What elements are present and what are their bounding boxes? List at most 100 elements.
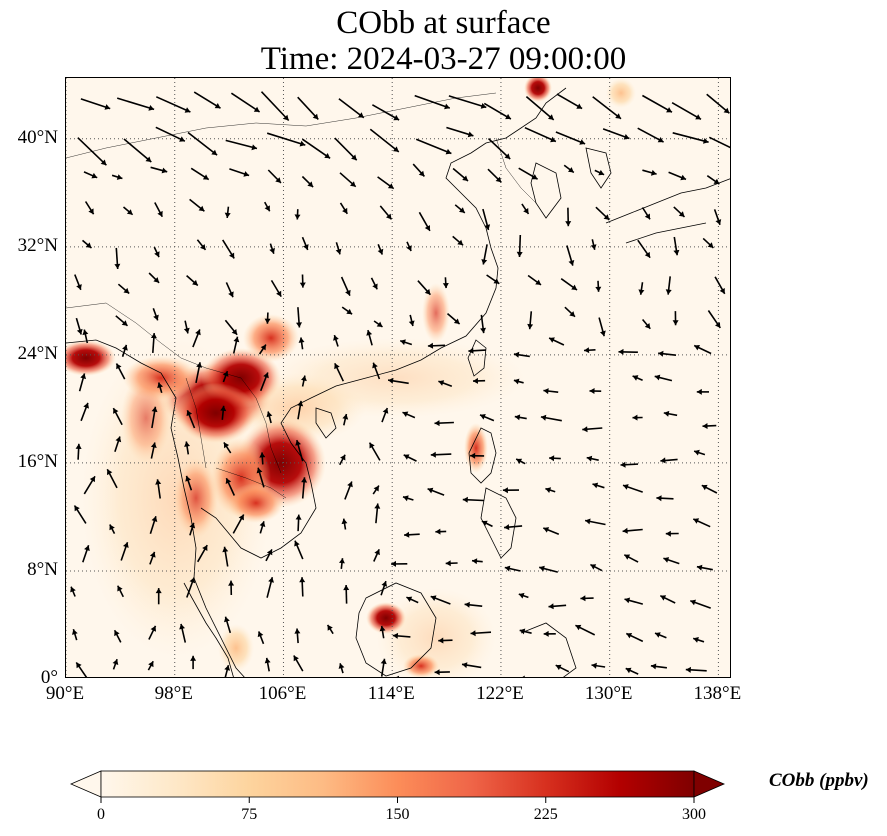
coastlines — [66, 87, 730, 677]
wind-arrow-head — [504, 524, 510, 531]
wind-arrow-head — [472, 558, 478, 565]
wind-arrow-head — [719, 288, 725, 294]
wind-arrow-head — [396, 675, 400, 677]
wind-arrow-head — [663, 557, 670, 563]
wind-arrow-head — [374, 503, 381, 509]
wind-arrow-head — [580, 595, 586, 602]
chart-subtitle-time: Time: 2024-03-27 09:00:00 — [260, 41, 627, 77]
wind-arrow-head — [548, 114, 554, 120]
wind-arrow-head — [576, 103, 583, 109]
wind-arrow-head — [345, 289, 351, 296]
wind-arrow-head — [350, 181, 356, 187]
wind-arrow-head — [438, 637, 444, 644]
colorbar-tick-label: 300 — [682, 806, 706, 823]
wind-arrow-head — [658, 350, 664, 357]
wind-arrow-head — [388, 377, 394, 384]
wind-arrow-head — [656, 495, 662, 502]
wind-arrow-head — [514, 414, 521, 421]
wind-arrow-head — [123, 542, 129, 548]
wind-arrow-head — [575, 624, 582, 631]
wind-arrow-head — [400, 339, 406, 346]
wind-arrow-head — [89, 476, 95, 483]
wind-arrow-head — [568, 167, 574, 173]
wind-arrow-head — [615, 113, 621, 119]
wind-arrow-head — [565, 221, 572, 227]
wind-arrow-head — [296, 322, 302, 328]
wind-arrow-head — [665, 530, 671, 537]
wind-arrow-head — [225, 478, 232, 484]
wind-arrow-shaft — [338, 98, 365, 119]
lon-tick-label: 106°E — [258, 683, 307, 704]
wind-arrow-head — [632, 375, 639, 381]
wind-arrow-head — [114, 630, 120, 637]
wind-arrow-head — [76, 662, 82, 669]
wind-arrow-head — [85, 242, 92, 248]
wind-arrow-head — [161, 167, 168, 174]
wind-arrow-head — [535, 279, 541, 285]
wind-arrow-head — [723, 107, 730, 114]
wind-arrow-head — [464, 601, 470, 608]
wind-arrow-head — [150, 333, 157, 339]
wind-arrow-head — [228, 580, 235, 586]
wind-arrow-head — [654, 374, 661, 381]
wind-arrow-head — [351, 154, 357, 161]
wind-arrow-head — [650, 169, 657, 176]
wind-arrow-head — [531, 174, 538, 180]
wind-arrow-head — [527, 323, 534, 330]
wind-arrow-head — [259, 452, 266, 458]
wind-arrow-head — [462, 496, 468, 503]
wind-arrow-head — [379, 625, 386, 632]
wind-arrow-head — [275, 177, 281, 183]
wind-arrow-head — [402, 411, 409, 417]
wind-arrow-head — [342, 207, 348, 214]
wind-arrow-head — [276, 290, 282, 297]
wind-arrow-head — [590, 564, 597, 570]
lat-tick-label: 40°N — [17, 126, 58, 148]
lat-tick-label: 24°N — [17, 342, 58, 364]
lon-tick-label: 98°E — [154, 683, 193, 704]
wind-arrow-head — [228, 291, 234, 298]
wind-arrow-head — [339, 558, 345, 564]
wind-arrow-head — [585, 518, 591, 525]
wind-arrow-head — [548, 603, 554, 610]
wind-arrow-head — [229, 252, 235, 259]
wind-arrow-head — [116, 174, 123, 180]
wind-arrow-head — [196, 362, 203, 368]
lat-tick-label: 16°N — [17, 450, 58, 472]
wind-arrow-head — [202, 174, 209, 180]
wind-arrow-head — [76, 328, 83, 335]
wind-arrow-head — [104, 104, 111, 110]
wind-arrow-head — [202, 545, 208, 551]
wind-arrow-head — [299, 577, 306, 583]
wind-arrow-head — [155, 588, 162, 594]
lat-tick-label: 32°N — [17, 234, 58, 256]
wind-arrow-head — [579, 139, 586, 145]
wind-arrow-head — [294, 214, 301, 220]
wind-arrow-head — [150, 442, 157, 448]
wind-arrow-head — [644, 213, 650, 220]
lat-tick-label: 8°N — [27, 558, 58, 580]
wind-arrow-head — [504, 565, 511, 572]
wind-arrow-head — [445, 560, 451, 567]
wind-arrow-head — [264, 318, 271, 324]
wind-arrow-head — [107, 469, 113, 476]
wind-arrow-head — [386, 213, 392, 220]
wind-arrow-head — [459, 207, 465, 213]
wind-arrow-head — [696, 388, 702, 395]
wind-arrow-head — [693, 637, 699, 643]
lon-tick-label: 122°E — [476, 683, 524, 704]
wind-arrow-head — [462, 175, 468, 181]
wind-arrow-head — [263, 372, 269, 379]
wind-arrow-head — [268, 577, 274, 583]
wind-arrow-head — [638, 289, 645, 295]
wind-arrow-head — [154, 251, 160, 258]
wind-arrow-head — [76, 284, 82, 290]
wind-arrow-head — [153, 277, 160, 283]
wind-arrow-shaft — [155, 96, 191, 113]
wind-arrow-head — [445, 148, 452, 155]
wind-arrow-head — [222, 546, 229, 553]
wind-arrow-head — [224, 665, 231, 671]
wind-arrow-head — [707, 242, 714, 248]
wind-arrow-head — [680, 174, 686, 181]
wind-arrow-head — [116, 363, 122, 370]
